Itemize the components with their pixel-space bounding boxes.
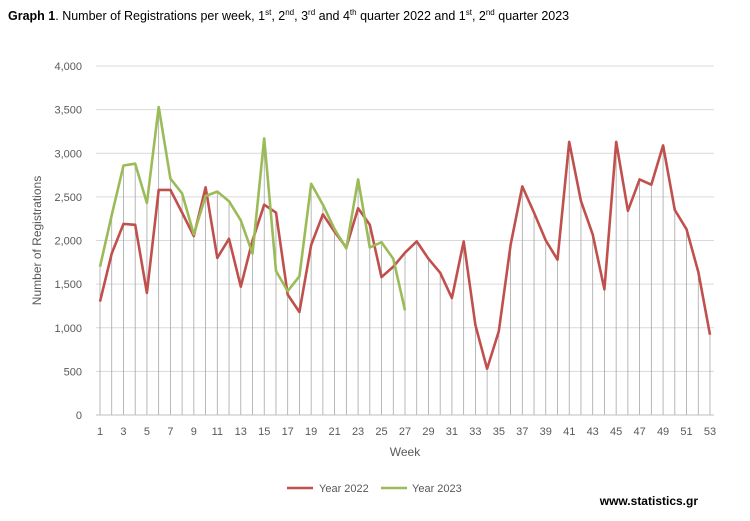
x-tick-label: 19 [305, 426, 317, 438]
x-tick-label: 35 [493, 426, 505, 438]
x-tick-label: 7 [167, 426, 173, 438]
x-tick-label: 53 [704, 426, 716, 438]
x-tick-label: 15 [258, 426, 270, 438]
x-tick-label: 51 [680, 426, 692, 438]
x-tick-label: 45 [610, 426, 622, 438]
y-axis-title: Number of Registrations [30, 176, 44, 305]
x-tick-label: 37 [516, 426, 528, 438]
x-tick-label: 33 [469, 426, 481, 438]
y-tick-label: 3,500 [54, 105, 82, 117]
x-tick-label: 43 [587, 426, 599, 438]
x-tick-label: 13 [235, 426, 247, 438]
x-tick-label: 47 [633, 426, 645, 438]
source-credit: www.statistics.gr [599, 494, 698, 508]
x-tick-label: 41 [563, 426, 575, 438]
x-tick-label: 27 [399, 426, 411, 438]
y-tick-label: 2,000 [54, 236, 82, 248]
series-line-2023 [98, 105, 407, 311]
x-tick-label: 49 [657, 426, 669, 438]
y-tick-label: 4,000 [54, 61, 82, 73]
x-tick-label: 11 [212, 426, 223, 438]
y-tick-label: 1,500 [54, 279, 82, 291]
x-tick-label: 17 [282, 426, 294, 438]
x-tick-label: 31 [446, 426, 458, 438]
chart-title-bold: Graph 1 [8, 9, 56, 23]
x-tick-label: 25 [375, 426, 387, 438]
series-line-2022 [98, 140, 712, 371]
y-tick-label: 3,000 [54, 148, 82, 160]
x-tick-label: 5 [144, 426, 150, 438]
legend-label: Year 2023 [412, 483, 462, 495]
legend-label: Year 2022 [319, 483, 369, 495]
x-tick-label: 23 [352, 426, 364, 438]
x-tick-label: 1 [97, 426, 103, 438]
y-tick-label: 500 [64, 366, 82, 378]
x-axis-title: Week [390, 445, 421, 459]
x-tick-label: 21 [328, 426, 340, 438]
x-tick-label: 9 [191, 426, 197, 438]
chart-title-text: . Number of Registrations per week, 1st,… [55, 7, 570, 23]
x-tick-label: 39 [540, 426, 552, 438]
y-tick-label: 0 [76, 410, 82, 422]
x-tick-label: 3 [120, 426, 126, 438]
y-tick-label: 2,500 [54, 192, 82, 204]
y-tick-label: 1,000 [54, 323, 82, 335]
x-tick-label: 29 [422, 426, 434, 438]
chart-title: Graph 1. Number of Registrations per wee… [8, 7, 570, 23]
